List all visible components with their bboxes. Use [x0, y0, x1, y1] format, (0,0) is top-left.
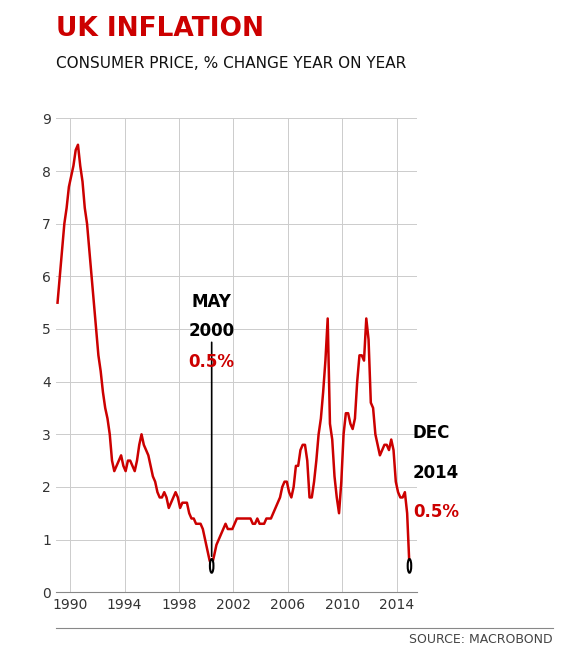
- Circle shape: [408, 559, 411, 572]
- Text: 0.5%: 0.5%: [413, 503, 459, 521]
- Text: 0.5%: 0.5%: [189, 353, 235, 371]
- Text: SOURCE: MACROBOND: SOURCE: MACROBOND: [409, 633, 553, 646]
- Text: MAY: MAY: [192, 293, 232, 311]
- Text: DEC: DEC: [413, 424, 450, 442]
- Text: 2000: 2000: [188, 322, 235, 340]
- Text: UK INFLATION: UK INFLATION: [56, 16, 265, 43]
- Text: CONSUMER PRICE, % CHANGE YEAR ON YEAR: CONSUMER PRICE, % CHANGE YEAR ON YEAR: [56, 56, 407, 71]
- Text: 2014: 2014: [413, 464, 459, 482]
- Circle shape: [210, 559, 213, 572]
